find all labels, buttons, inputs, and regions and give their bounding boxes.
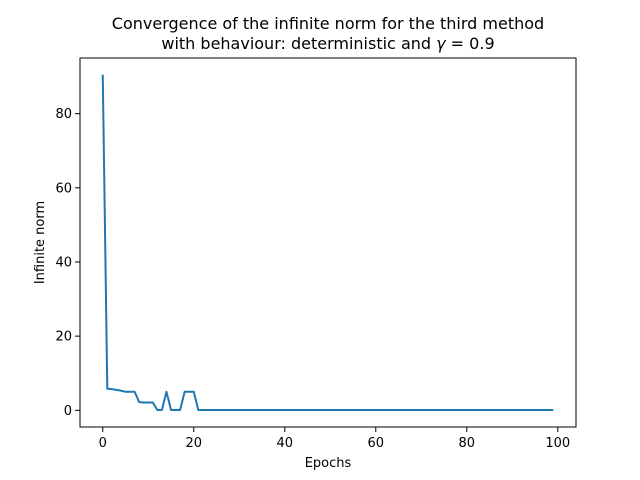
y-tick-label: 60: [55, 181, 72, 196]
x-tick-label: 80: [459, 436, 476, 451]
x-axis: 0 20 40 60 80 100: [99, 427, 570, 451]
y-tick-label: 40: [55, 255, 72, 270]
y-tick-label: 80: [55, 107, 72, 122]
chart-title-line-2: with behaviour: deterministic and γ = 0.…: [161, 34, 494, 53]
y-axis: 0 20 40 60 80: [55, 107, 80, 419]
x-tick-label: 0: [99, 436, 107, 451]
series-line-0: [101, 74, 554, 411]
x-tick-label: 60: [368, 436, 385, 451]
chart-title-gamma-value: = 0.9: [446, 34, 495, 53]
plot-area: [101, 74, 554, 411]
x-tick-label: 40: [276, 436, 293, 451]
x-axis-label: Epochs: [305, 456, 352, 471]
y-tick-label: 0: [64, 404, 72, 419]
x-tick-label: 100: [545, 436, 570, 451]
y-tick-label: 20: [55, 330, 72, 345]
x-tick-label: 20: [185, 436, 202, 451]
chart-title-gamma-symbol: γ: [436, 34, 447, 53]
y-axis-label: Infinite norm: [33, 201, 48, 284]
chart-title-prefix: with behaviour: deterministic and: [161, 34, 436, 53]
plot-frame: [79, 57, 577, 428]
chart-title-line-1: Convergence of the infinite norm for the…: [112, 14, 544, 33]
